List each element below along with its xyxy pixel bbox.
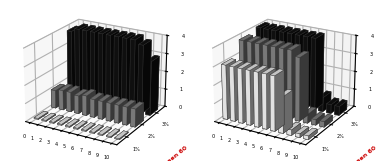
Y-axis label: Tween 60: Tween 60 (160, 145, 189, 161)
Y-axis label: Tween 60: Tween 60 (349, 145, 378, 161)
